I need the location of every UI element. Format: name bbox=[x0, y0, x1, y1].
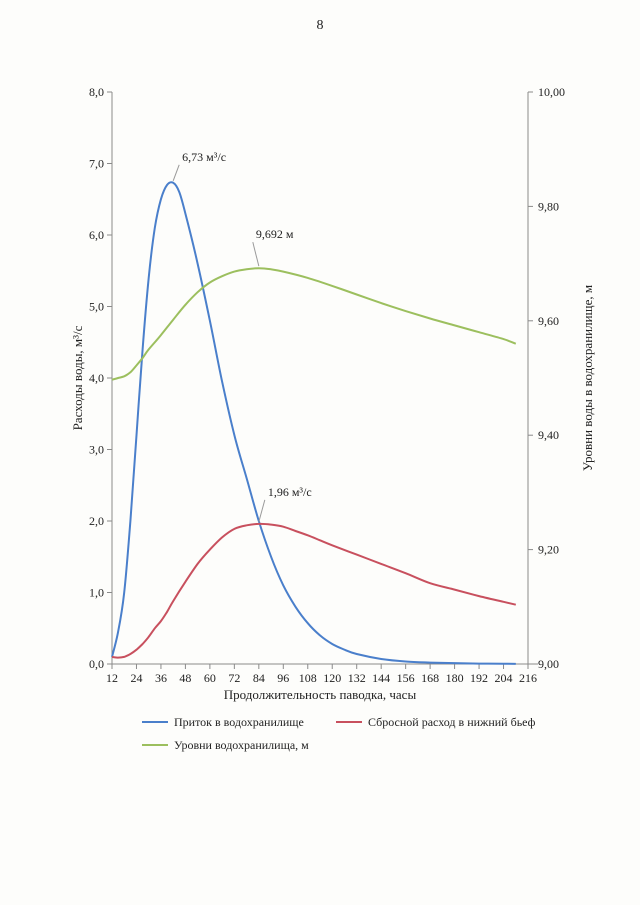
x-tick-label: 144 bbox=[372, 671, 390, 685]
x-tick-label: 96 bbox=[277, 671, 289, 685]
y-left-tick-label: 7,0 bbox=[89, 157, 104, 171]
annotation-label: 9,692 м bbox=[256, 227, 294, 241]
x-tick-label: 168 bbox=[421, 671, 439, 685]
x-tick-label: 24 bbox=[130, 671, 142, 685]
legend-label: Приток в водохранилище bbox=[174, 715, 304, 729]
y-left-tick-label: 3,0 bbox=[89, 443, 104, 457]
legend-item-reservoir-level: Уровни водохранилища, м bbox=[142, 738, 309, 752]
series-line-inflow bbox=[111, 181, 516, 665]
annotation-label: 6,73 м³/с bbox=[182, 150, 226, 164]
y-right-tick-label: 9,60 bbox=[538, 314, 559, 328]
y-right-tick-label: 9,80 bbox=[538, 199, 559, 213]
x-tick-label: 204 bbox=[495, 671, 513, 685]
x-tick-label: 120 bbox=[323, 671, 341, 685]
y-right-tick-label: 10,00 bbox=[538, 85, 565, 99]
legend-item-inflow: Приток в водохранилище bbox=[142, 715, 304, 729]
x-tick-label: 12 bbox=[106, 671, 118, 685]
legend-label: Сбросной расход в нижний бьеф bbox=[368, 715, 536, 729]
y-left-tick-label: 5,0 bbox=[89, 300, 104, 314]
annotation-leader bbox=[252, 242, 260, 267]
y-left-tick-label: 2,0 bbox=[89, 514, 104, 528]
x-tick-label: 216 bbox=[519, 671, 537, 685]
y-left-tick-label: 4,0 bbox=[89, 371, 104, 385]
x-tick-label: 36 bbox=[155, 671, 167, 685]
legend-item-discharge: Сбросной расход в нижний бьеф bbox=[336, 715, 536, 729]
y-right-tick-label: 9,00 bbox=[538, 657, 559, 671]
x-tick-label: 180 bbox=[446, 671, 464, 685]
x-tick-label: 192 bbox=[470, 671, 488, 685]
y-left-tick-label: 1,0 bbox=[89, 586, 104, 600]
annotation-leader bbox=[172, 164, 180, 181]
x-axis-title: Продолжительность паводка, часы bbox=[224, 687, 417, 702]
annotation-leader bbox=[258, 499, 266, 522]
x-tick-label: 108 bbox=[299, 671, 317, 685]
series-line-reservoir-level bbox=[111, 267, 517, 381]
x-tick-label: 132 bbox=[348, 671, 366, 685]
series-line-discharge bbox=[111, 522, 517, 659]
x-tick-label: 60 bbox=[204, 671, 216, 685]
x-tick-label: 156 bbox=[397, 671, 415, 685]
x-tick-label: 72 bbox=[228, 671, 240, 685]
page-number: 8 bbox=[316, 18, 324, 33]
y-right-tick-label: 9,20 bbox=[538, 543, 559, 557]
y-axis-left-title: Расходы воды, м³/с bbox=[70, 325, 85, 430]
y-left-tick-label: 8,0 bbox=[89, 85, 104, 99]
y-left-tick-label: 0,0 bbox=[89, 657, 104, 671]
y-left-tick-label: 6,0 bbox=[89, 228, 104, 242]
x-tick-label: 48 bbox=[179, 671, 191, 685]
x-tick-label: 84 bbox=[253, 671, 265, 685]
legend-label: Уровни водохранилища, м bbox=[174, 738, 309, 752]
y-right-tick-label: 9,40 bbox=[538, 428, 559, 442]
annotation-label: 1,96 м³/с bbox=[268, 485, 312, 499]
y-axis-right-title: Уровни воды в водохранилище, м bbox=[580, 285, 595, 471]
